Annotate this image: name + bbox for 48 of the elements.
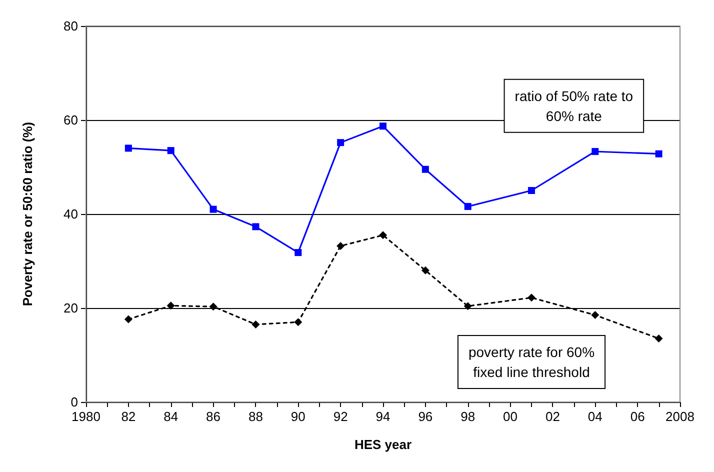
x-tick-label: 86 (206, 409, 221, 424)
y-tick-label: 40 (64, 206, 78, 222)
text: ratio of 50% rate to 60% rate (514, 88, 634, 124)
point (528, 187, 535, 194)
x-tick-label: 2008 (666, 409, 694, 424)
point (210, 206, 217, 213)
x-tick-label: 06 (630, 409, 645, 424)
y-tick-label: 20 (64, 300, 78, 316)
x-tick-label: 96 (418, 409, 433, 424)
x-tick-label: 90 (290, 409, 306, 424)
point (252, 320, 260, 328)
x-tick-label: 04 (588, 409, 602, 424)
series-label: poverty rate for 60% fixed line threshold (468, 344, 595, 380)
point (654, 334, 663, 343)
point (464, 302, 472, 310)
point (124, 144, 132, 152)
point (294, 249, 302, 256)
point (209, 302, 218, 311)
point (380, 122, 386, 130)
point (124, 315, 132, 324)
y-tick-label: 60 (64, 112, 78, 128)
x-tick-label: 88 (248, 409, 263, 424)
point (379, 231, 387, 240)
y-axis-title: Poverty rate or 50:60 ratio (%) (20, 122, 35, 306)
x-tick-label: 82 (121, 409, 136, 424)
x-axis-title: HES year (354, 437, 412, 452)
x-tick-label: 02 (545, 409, 560, 424)
x-tick-label: 84 (164, 409, 178, 424)
x-tick-label: 1980 (72, 409, 100, 424)
point (421, 266, 430, 274)
x-tick-label: 92 (333, 409, 348, 424)
point (252, 223, 260, 230)
y-tick-label: 0 (70, 394, 78, 410)
point (294, 318, 302, 326)
x-tick-label: 98 (460, 409, 476, 424)
point (166, 302, 175, 310)
point (337, 139, 344, 146)
x-tick-label: 94 (376, 409, 390, 424)
y-tick-label: 80 (64, 18, 78, 34)
point (336, 242, 345, 250)
point (422, 166, 429, 173)
point (464, 202, 472, 210)
point (591, 311, 600, 320)
point (655, 150, 662, 158)
point (528, 294, 536, 302)
point (592, 148, 599, 155)
point (167, 147, 174, 154)
x-tick-label: 00 (503, 409, 518, 424)
